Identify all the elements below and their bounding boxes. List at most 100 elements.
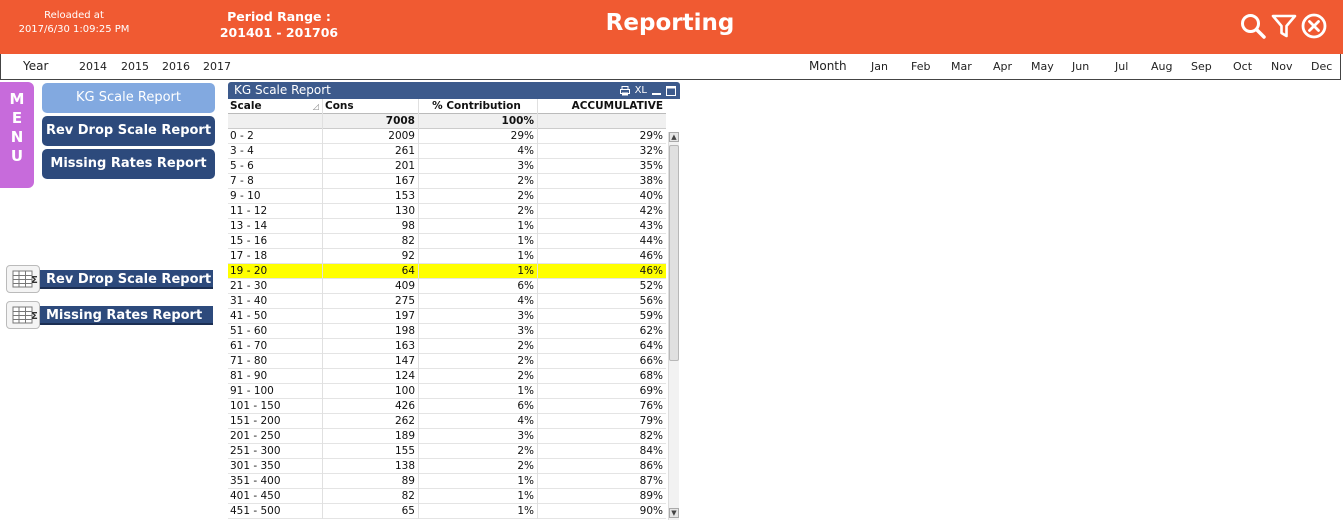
table-cell[interactable]: 98	[323, 219, 419, 234]
table-cell[interactable]: 1%	[419, 264, 538, 279]
table-row[interactable]: 201 - 250 189 3% 82%	[228, 429, 666, 444]
table-cell[interactable]: 66%	[639, 355, 663, 367]
table-row[interactable]: 13 - 14 98 1% 43%	[228, 219, 666, 234]
table-cell[interactable]: 401 - 450	[228, 489, 323, 504]
table-cell[interactable]: 3%	[419, 159, 538, 174]
table-cell[interactable]: 2%	[419, 204, 538, 219]
table-cell[interactable]: 17 - 18	[228, 249, 323, 264]
column-header-accumulative[interactable]: ACCUMULATIVE	[571, 100, 663, 112]
table-cell[interactable]: 1%	[419, 384, 538, 399]
table-cell[interactable]: 91 - 100	[228, 384, 323, 399]
table-cell[interactable]: 35%	[639, 160, 663, 172]
table-cell[interactable]: 38%	[639, 175, 663, 187]
table-cell[interactable]: 351 - 400	[228, 474, 323, 489]
minimized-rev-drop-scale-report[interactable]: Rev Drop Scale Report Σ	[6, 265, 214, 293]
minimized-missing-rates-report[interactable]: Missing Rates Report Σ	[6, 301, 214, 329]
table-cell[interactable]: 130	[323, 204, 419, 219]
table-row[interactable]: 9 - 10 153 2% 40%	[228, 189, 666, 204]
table-cell[interactable]: 69%	[639, 385, 663, 397]
table-cell[interactable]: 71 - 80	[228, 354, 323, 369]
table-cell[interactable]: 9 - 10	[228, 189, 323, 204]
table-cell[interactable]: 3 - 4	[228, 144, 323, 159]
sort-triangle-icon[interactable]: ◿	[312, 102, 319, 111]
table-row[interactable]: 19 - 20 64 1% 46%	[228, 264, 666, 279]
table-cell[interactable]: 138	[323, 459, 419, 474]
table-row[interactable]: 41 - 50 197 3% 59%	[228, 309, 666, 324]
table-cell[interactable]: 1%	[419, 474, 538, 489]
table-row[interactable]: 151 - 200 262 4% 79%	[228, 414, 666, 429]
table-row[interactable]: 91 - 100 100 1% 69%	[228, 384, 666, 399]
table-cell[interactable]: 189	[323, 429, 419, 444]
table-cell[interactable]: 2%	[419, 444, 538, 459]
month-oct[interactable]: Oct	[1233, 60, 1253, 73]
table-cell[interactable]: 11 - 12	[228, 204, 323, 219]
table-cell[interactable]: 409	[323, 279, 419, 294]
table-cell[interactable]: 82	[323, 489, 419, 504]
search-icon[interactable]	[1239, 12, 1267, 40]
table-row[interactable]: 5 - 6 201 3% 35%	[228, 159, 666, 174]
table-cell[interactable]: 4%	[419, 144, 538, 159]
table-cell[interactable]: 59%	[639, 310, 663, 322]
table-cell[interactable]: 64%	[639, 340, 663, 352]
month-mar[interactable]: Mar	[951, 60, 972, 73]
table-cell[interactable]: 147	[323, 354, 419, 369]
scroll-down-icon[interactable]: ▼	[669, 508, 679, 518]
table-cell[interactable]: 151 - 200	[228, 414, 323, 429]
filter-icon[interactable]	[1270, 12, 1298, 40]
table-cell[interactable]: 65	[323, 504, 419, 519]
table-row[interactable]: 301 - 350 138 2% 86%	[228, 459, 666, 474]
maximize-icon[interactable]	[666, 85, 676, 96]
table-cell[interactable]: 44%	[639, 235, 663, 247]
print-icon[interactable]	[619, 85, 630, 96]
table-cell[interactable]: 2%	[419, 339, 538, 354]
month-aug[interactable]: Aug	[1151, 60, 1173, 73]
table-cell[interactable]: 6%	[419, 399, 538, 414]
table-cell[interactable]: 68%	[639, 370, 663, 382]
table-cell[interactable]: 275	[323, 294, 419, 309]
column-header-scale[interactable]: Scale ◿	[228, 99, 323, 114]
table-cell[interactable]: 31 - 40	[228, 294, 323, 309]
table-row[interactable]: 451 - 500 65 1% 90%	[228, 504, 666, 519]
column-header-cons[interactable]: Cons	[323, 99, 419, 114]
table-cell[interactable]: 52%	[639, 280, 663, 292]
table-cell[interactable]: 82%	[639, 430, 663, 442]
table-cell[interactable]: 0 - 2	[228, 129, 323, 144]
table-cell[interactable]: 4%	[419, 414, 538, 429]
table-cell[interactable]: 90%	[639, 505, 663, 517]
table-cell[interactable]: 46%	[639, 265, 663, 277]
table-cell[interactable]: 1%	[419, 249, 538, 264]
table-row[interactable]: 351 - 400 89 1% 87%	[228, 474, 666, 489]
table-row[interactable]: 51 - 60 198 3% 62%	[228, 324, 666, 339]
table-cell[interactable]: 1%	[419, 489, 538, 504]
table-cell[interactable]: 100	[323, 384, 419, 399]
table-cell[interactable]: 76%	[639, 400, 663, 412]
table-cell[interactable]: 1%	[419, 504, 538, 519]
table-cell[interactable]: 21 - 30	[228, 279, 323, 294]
table-row[interactable]: 7 - 8 167 2% 38%	[228, 174, 666, 189]
table-cell[interactable]: 51 - 60	[228, 324, 323, 339]
table-row[interactable]: 0 - 2 2009 29% 29%	[228, 129, 666, 144]
table-cell[interactable]: 92	[323, 249, 419, 264]
table-cell[interactable]: 40%	[639, 190, 663, 202]
table-cell[interactable]: 2%	[419, 354, 538, 369]
table-cell[interactable]: 451 - 500	[228, 504, 323, 519]
table-cell[interactable]: 262	[323, 414, 419, 429]
year-2015[interactable]: 2015	[121, 60, 149, 73]
vertical-scrollbar[interactable]: ▲ ▼	[668, 132, 679, 520]
table-row[interactable]: 101 - 150 426 6% 76%	[228, 399, 666, 414]
kg-scale-report-button[interactable]: KG Scale Report	[42, 83, 215, 113]
month-dec[interactable]: Dec	[1311, 60, 1333, 73]
month-jan[interactable]: Jan	[871, 60, 888, 73]
month-feb[interactable]: Feb	[911, 60, 931, 73]
table-cell[interactable]: 79%	[639, 415, 663, 427]
column-header-contribution[interactable]: % Contribution	[419, 99, 538, 114]
table-cell[interactable]: 2%	[419, 459, 538, 474]
table-cell[interactable]: 3%	[419, 324, 538, 339]
table-cell[interactable]: 6%	[419, 279, 538, 294]
table-cell[interactable]: 62%	[639, 325, 663, 337]
month-apr[interactable]: Apr	[993, 60, 1013, 73]
table-row[interactable]: 15 - 16 82 1% 44%	[228, 234, 666, 249]
table-cell[interactable]: 86%	[639, 460, 663, 472]
table-cell[interactable]: 155	[323, 444, 419, 459]
table-cell[interactable]: 29%	[419, 129, 538, 144]
